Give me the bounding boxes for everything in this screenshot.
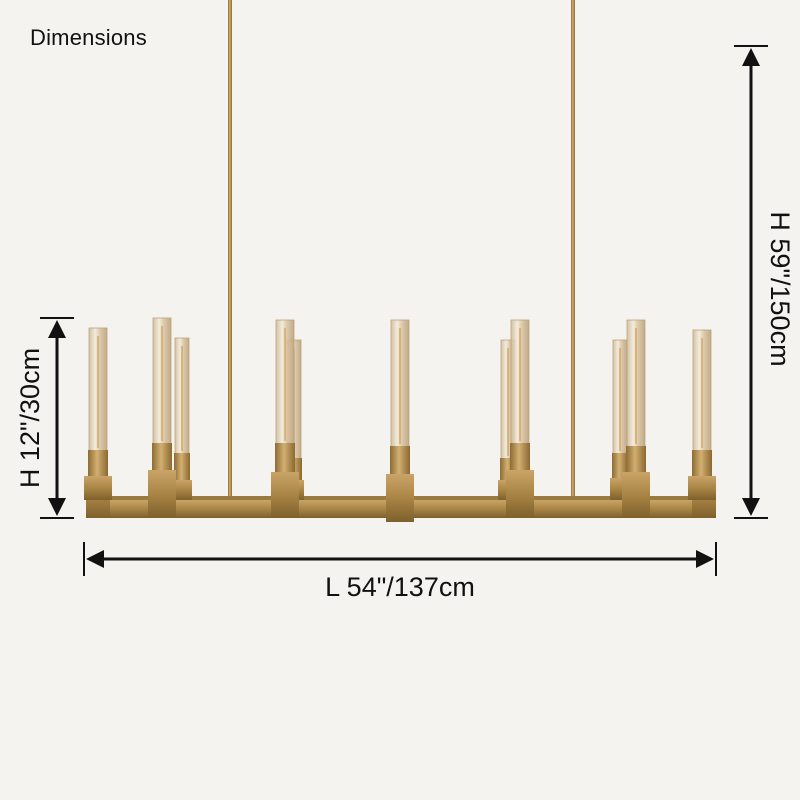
length-label: L 54"/137cm xyxy=(325,572,475,602)
candle-arm xyxy=(172,337,192,500)
candle-group xyxy=(84,317,716,522)
fixture-height-label: H 12"/30cm xyxy=(15,347,45,489)
mount-block xyxy=(622,472,650,518)
candle-cup xyxy=(174,453,190,480)
candle-cup xyxy=(692,450,712,476)
candle-cup xyxy=(612,453,628,478)
candle-arm xyxy=(386,319,414,522)
candle-arm xyxy=(688,329,716,500)
candle-arm xyxy=(506,319,534,518)
mount-block xyxy=(172,480,192,500)
overall-height-arrow xyxy=(734,45,768,519)
overall-height-label: H 59"/150cm xyxy=(765,211,795,367)
candle-cup xyxy=(626,446,646,472)
candle-arm xyxy=(84,327,112,500)
suspension-rod-left xyxy=(228,0,232,500)
candle-cup xyxy=(275,443,295,472)
candle-arm xyxy=(148,317,176,518)
suspension-rod-right xyxy=(571,0,575,500)
mount-block xyxy=(506,470,534,518)
mount-block xyxy=(386,474,414,522)
mount-block xyxy=(148,470,176,518)
candle-cup xyxy=(390,446,410,474)
candle-cup xyxy=(510,443,530,470)
candle-cup xyxy=(88,450,108,476)
mount-block xyxy=(271,472,299,518)
candle-arm xyxy=(622,319,650,518)
mount-block xyxy=(688,476,716,500)
diagram-title: Dimensions xyxy=(30,25,147,50)
length-dimension-arrow xyxy=(83,542,717,576)
candle-arm xyxy=(271,319,299,518)
mount-block xyxy=(84,476,112,500)
candle-cup xyxy=(152,443,172,470)
fixture-height-arrow xyxy=(40,317,74,519)
